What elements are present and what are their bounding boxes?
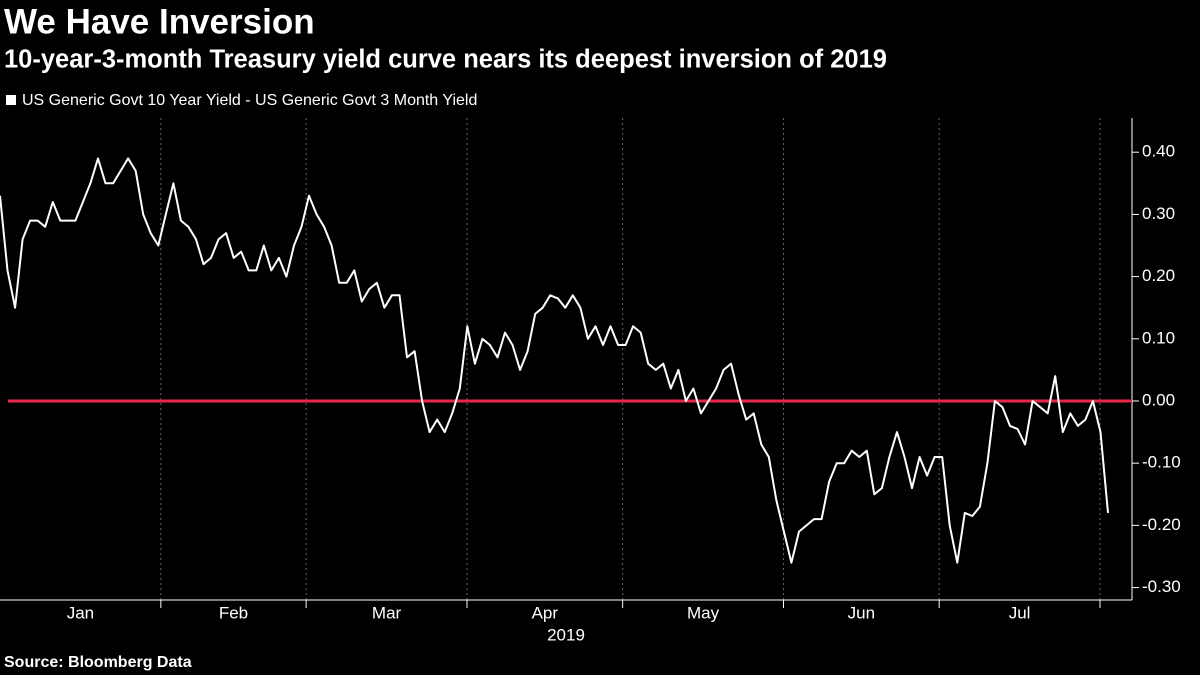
source: Source: Bloomberg Data: [4, 654, 192, 671]
legend-label: US Generic Govt 10 Year Yield - US Gener…: [22, 92, 477, 109]
x-tick-label: Jan: [67, 603, 94, 622]
chart-title: We Have Inversion: [4, 2, 315, 41]
y-tick-label: 0.20: [1142, 266, 1175, 285]
x-tick-label: Mar: [372, 603, 402, 622]
data-line: [0, 157, 1109, 564]
x-tick-label: May: [687, 603, 720, 622]
x-tick-label: Jun: [848, 603, 875, 622]
chart-subtitle: 10-year-3-month Treasury yield curve nea…: [4, 46, 887, 74]
y-tick-label: -0.10: [1142, 453, 1181, 472]
y-tick-label: -0.30: [1142, 577, 1181, 596]
x-tick-label: Feb: [219, 603, 248, 622]
y-tick-label: -0.20: [1142, 515, 1181, 534]
legend-swatch: [6, 95, 16, 105]
y-tick-label: 0.30: [1142, 204, 1175, 223]
y-tick-label: 0.40: [1142, 142, 1175, 161]
x-tick-label: Apr: [532, 603, 559, 622]
y-tick-label: 0.00: [1142, 390, 1175, 409]
y-tick-label: 0.10: [1142, 328, 1175, 347]
x-year-label: 2019: [547, 625, 585, 644]
x-tick-label: Jul: [1009, 603, 1031, 622]
